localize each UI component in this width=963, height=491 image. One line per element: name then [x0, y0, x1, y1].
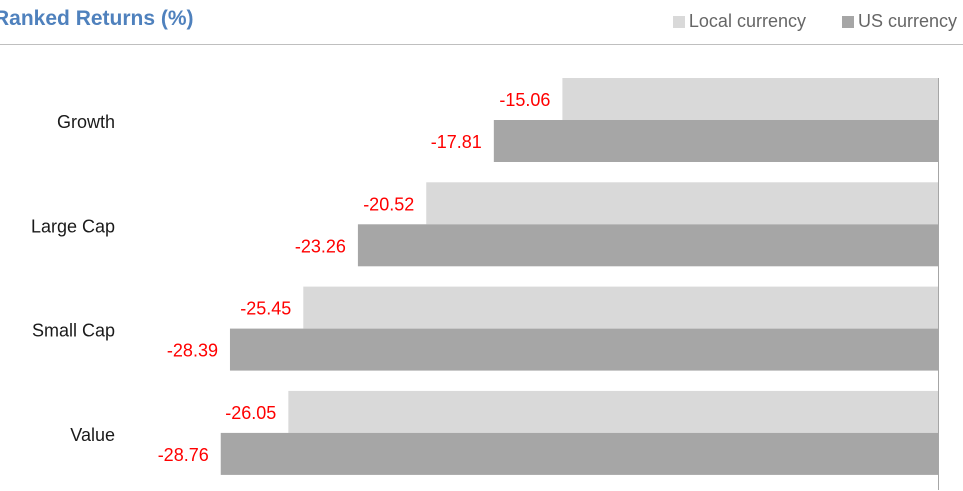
data-label-us-currency-small-cap: -28.39	[167, 341, 218, 361]
legend-item-local: Local currency	[672, 11, 806, 32]
bar-local-currency-growth	[562, 78, 938, 120]
bar-us-currency-value	[220, 432, 938, 475]
legend-label-us: US currency	[857, 11, 957, 31]
data-label-local-currency-value: -26.05	[225, 403, 276, 423]
data-label-local-currency-growth: -15.06	[499, 90, 550, 110]
legend-item-us: US currency	[841, 11, 957, 32]
category-label-large-cap: Large Cap	[31, 216, 115, 236]
category-label-value: Value	[70, 425, 115, 445]
legend-swatch-us	[841, 15, 854, 28]
bar-us-currency-small-cap	[229, 328, 939, 371]
bar-us-currency-large-cap	[357, 224, 939, 267]
bar-local-currency-small-cap	[303, 286, 938, 329]
bar-local-currency-large-cap	[426, 182, 938, 225]
data-label-us-currency-large-cap: -23.26	[295, 236, 346, 256]
chart-title: Ranked Returns (%)	[0, 7, 194, 30]
legend-label-local: Local currency	[688, 11, 806, 31]
data-label-us-currency-growth: -17.81	[431, 132, 482, 152]
category-label-growth: Growth	[57, 112, 115, 132]
header-divider	[0, 44, 963, 45]
data-label-us-currency-value: -28.76	[158, 445, 209, 465]
legend: Local currency US currency	[672, 11, 957, 32]
category-label-small-cap: Small Cap	[32, 321, 115, 341]
data-label-local-currency-large-cap: -20.52	[363, 194, 414, 214]
legend-swatch-local	[672, 15, 685, 28]
data-label-local-currency-small-cap: -25.45	[240, 299, 291, 319]
bar-us-currency-growth	[493, 120, 938, 162]
bar-local-currency-value	[288, 390, 938, 433]
